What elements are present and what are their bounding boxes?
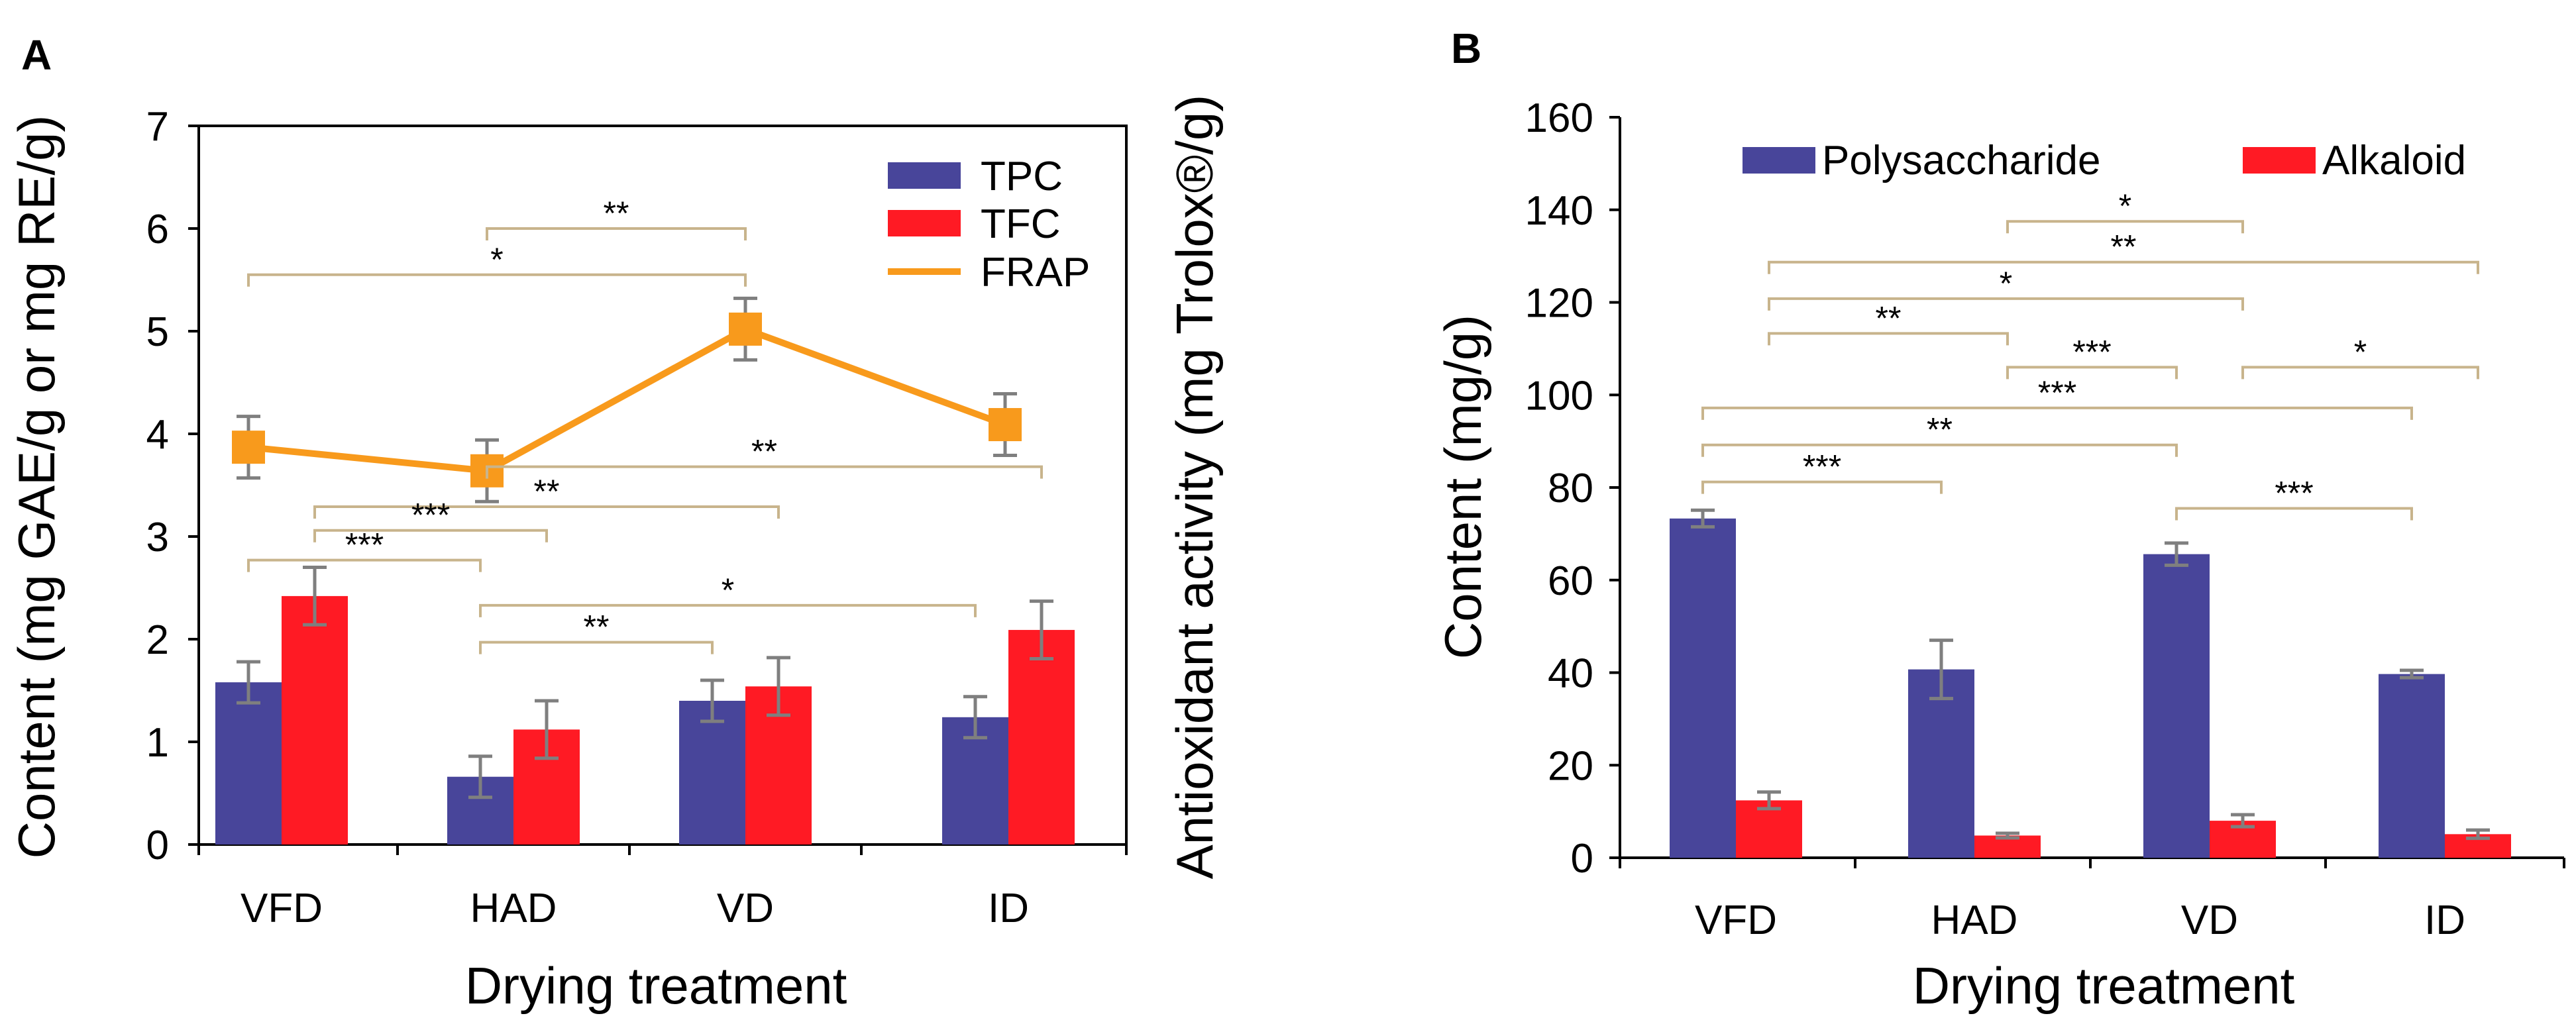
frap-marker [729, 312, 762, 346]
x-category-label: HAD [1931, 898, 2018, 943]
significance-bracket [2006, 366, 2178, 380]
significance-label: ** [584, 609, 610, 646]
significance-bracket [479, 641, 714, 654]
y-tick-label: 4 [146, 412, 169, 458]
y-tick-label: 120 [1525, 281, 1593, 327]
y-tick-label: 3 [146, 515, 169, 560]
y-tick-label: 6 [146, 207, 169, 252]
y-tick-label: 5 [146, 309, 169, 355]
y-tick-label: 1 [146, 720, 169, 766]
significance-bracket [1701, 406, 2413, 420]
significance-label: * [2119, 187, 2131, 225]
plot-frame [197, 125, 1128, 846]
significance-bracket [313, 529, 548, 542]
bar-polysaccharide [1670, 518, 1736, 858]
significance-label: *** [411, 497, 450, 534]
bar-polysaccharide [2143, 554, 2210, 858]
y-tick-label: 20 [1548, 743, 1593, 789]
x-axis-title: Drying treatment [1913, 956, 2295, 1015]
x-category-label: VD [717, 886, 774, 931]
significance-bracket [2241, 366, 2479, 380]
legend-label-polysaccharide: Polysaccharide [1822, 138, 2100, 183]
y-tick-label: 100 [1525, 373, 1593, 419]
legend-swatch-tpc [888, 162, 961, 189]
y-tick-label: 140 [1525, 188, 1593, 234]
y-tick-label: 0 [1571, 836, 1593, 882]
y2-axis-title: Antioxidant activity (mg Trolox®/g) [1165, 95, 1224, 880]
x-category-label: VFD [1695, 898, 1777, 943]
significance-label: ** [534, 473, 560, 510]
panel-b-chart: 0 20 40 60 80 100 120 140 160 VFD HAD VD ID Drying tr… [1434, 95, 2565, 1015]
frap-marker [232, 431, 265, 464]
y-tick-label: 0 [146, 823, 169, 868]
significance-label: ** [751, 433, 777, 470]
significance-label: * [2354, 333, 2367, 370]
significance-bracket [1768, 260, 2479, 274]
significance-label: *** [1803, 448, 1841, 486]
y-axis-title: Content (mg GAE/g or mg RE/g) [7, 115, 66, 859]
panel-a-chart: 0 1 2 3 4 5 6 7 VFD HAD VD ID Drying treatment Conten… [7, 95, 1224, 1015]
legend-label-tpc: TPC [981, 154, 1063, 199]
significance-bracket [2175, 507, 2413, 521]
x-category-label: VD [2181, 898, 2238, 943]
y-tick-label: 80 [1548, 466, 1593, 511]
panel-b-letter: B [1451, 25, 1481, 72]
significance-bracket [1768, 332, 2009, 346]
x-axis-title: Drying treatment [465, 956, 847, 1015]
y-tick-label: 160 [1525, 95, 1593, 141]
significance-bracket [479, 603, 977, 617]
significance-label: *** [2275, 474, 2313, 511]
x-category-label: ID [988, 886, 1029, 931]
bar-tfc [282, 595, 348, 845]
significance-bracket [247, 273, 747, 287]
y-axis-title: Content (mg/g) [1434, 315, 1492, 659]
frap-marker [989, 408, 1022, 442]
significance-label: ** [1927, 411, 1953, 448]
legend-label-alkaloid: Alkaloid [2322, 138, 2466, 183]
significance-bracket [486, 227, 747, 240]
significance-bracket [2006, 220, 2244, 234]
legend-swatch-alkaloid [2243, 147, 2316, 174]
legend-label-frap: FRAP [981, 250, 1090, 295]
significance-label: * [490, 241, 503, 278]
significance-label: ** [1876, 299, 1902, 336]
y-tick-label: 2 [146, 617, 169, 663]
y-tick-label: 7 [146, 104, 169, 150]
x-category-label: ID [2424, 898, 2465, 943]
legend-swatch-polysaccharide [1743, 147, 1815, 174]
y-tick-label: 60 [1548, 558, 1593, 604]
significance-label: *** [2072, 333, 2111, 370]
x-category-label: HAD [470, 886, 557, 931]
y-tick-label: 40 [1548, 651, 1593, 697]
panel-a-letter: A [21, 31, 52, 79]
significance-bracket [313, 505, 780, 519]
significance-label: *** [2038, 374, 2076, 411]
significance-label: * [722, 572, 734, 609]
legend-swatch-tfc [888, 210, 961, 236]
significance-label: *** [345, 527, 384, 564]
bar-tfc [1008, 630, 1075, 845]
significance-bracket [1768, 297, 2244, 311]
significance-label: * [2000, 265, 2012, 302]
legend-label-tfc: TFC [981, 201, 1061, 247]
bar-tpc [679, 701, 745, 845]
bar-polysaccharide [1908, 669, 1974, 858]
significance-bracket [1701, 443, 2178, 457]
significance-bracket [1701, 480, 1943, 494]
significance-bracket [486, 465, 1043, 479]
frap-line [248, 325, 1006, 474]
significance-bracket [247, 558, 482, 572]
bar-polysaccharide [2379, 674, 2445, 858]
bar-tpc [215, 682, 282, 845]
significance-label: ** [2111, 229, 2137, 266]
significance-label: ** [604, 195, 629, 232]
x-category-label: VFD [241, 886, 323, 931]
